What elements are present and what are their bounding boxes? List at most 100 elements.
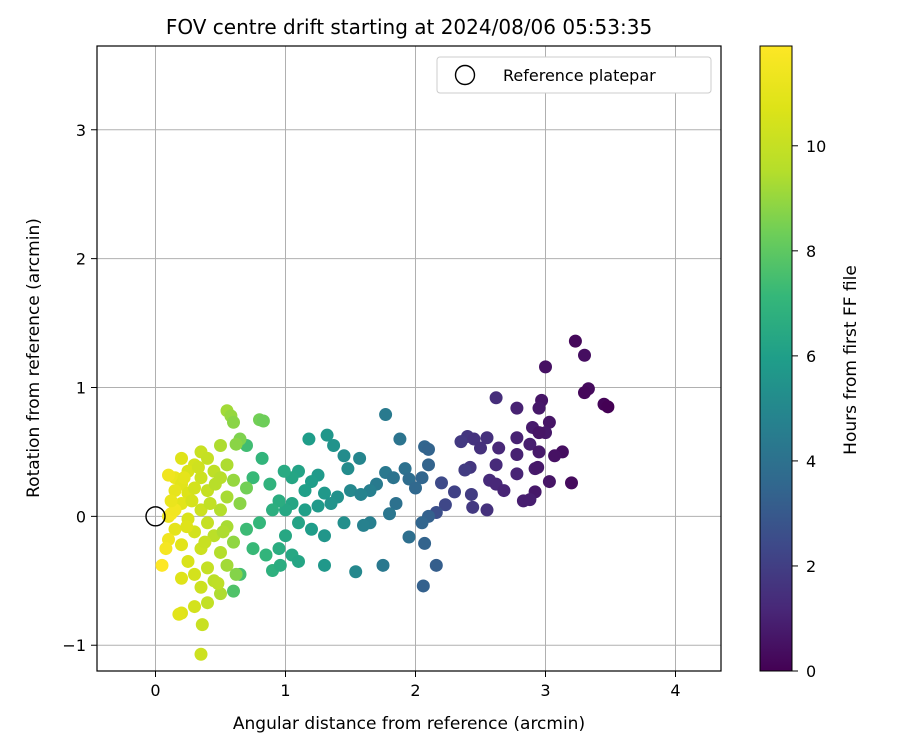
scatter-point xyxy=(305,475,318,489)
scatter-point xyxy=(240,522,253,536)
scatter-point xyxy=(263,477,277,491)
scatter-point xyxy=(214,545,227,559)
scatter-point xyxy=(429,558,443,572)
scatter-point xyxy=(214,587,227,601)
scatter-point xyxy=(188,481,201,495)
scatter-point xyxy=(510,448,524,462)
scatter-point xyxy=(246,471,260,485)
scatter-point xyxy=(180,520,194,534)
x-tick-label: 3 xyxy=(540,681,550,700)
colorbar-label: Hours from first FF file xyxy=(841,265,861,455)
reference-point xyxy=(145,506,166,527)
scatter-point xyxy=(279,503,292,517)
scatter-point xyxy=(227,415,240,429)
scatter-point xyxy=(220,458,234,472)
scatter-point xyxy=(492,441,506,455)
scatter-point xyxy=(259,548,273,562)
scatter-point xyxy=(216,525,230,539)
scatter-point xyxy=(277,464,291,478)
scatter-point xyxy=(422,458,435,472)
scatter-point xyxy=(398,462,412,476)
scatter-point xyxy=(273,558,287,572)
scatter-point xyxy=(229,437,243,451)
scatter-point xyxy=(353,451,367,465)
scatter-point xyxy=(393,432,407,446)
scatter-point xyxy=(448,485,461,499)
scatter-point xyxy=(466,500,480,514)
scatter-point xyxy=(489,391,503,405)
scatter-point xyxy=(324,496,338,510)
scatter-point xyxy=(159,542,173,556)
scatter-point xyxy=(279,529,292,543)
scatter-point xyxy=(532,401,546,415)
scatter-point xyxy=(305,522,318,536)
scatter-point xyxy=(188,567,201,581)
scatter-point xyxy=(416,579,430,593)
colorbar-tick-label: 2 xyxy=(806,557,816,576)
scatter-point xyxy=(542,415,556,429)
scatter-point xyxy=(402,472,416,486)
scatter-point xyxy=(198,535,212,549)
scatter-point xyxy=(175,451,188,465)
scatter-point xyxy=(379,408,393,422)
scatter-point xyxy=(510,431,524,445)
scatter-point xyxy=(214,438,227,452)
scatter-point xyxy=(327,438,341,452)
scatter-point xyxy=(489,458,503,472)
scatter-point xyxy=(344,484,357,498)
scatter-point xyxy=(523,437,537,451)
scatter-point xyxy=(185,494,199,508)
scatter-point xyxy=(227,473,240,487)
scatter-point xyxy=(246,542,260,556)
scatter-point xyxy=(201,451,214,465)
scatter-point xyxy=(298,484,312,498)
scatter-point xyxy=(542,475,556,489)
plot-frame xyxy=(96,45,722,672)
y-tick-label: 0 xyxy=(76,507,86,526)
y-tick-label: 1 xyxy=(76,378,86,397)
scatter-point xyxy=(415,516,429,530)
y-axis-label: Rotation from reference (arcmin) xyxy=(24,218,44,498)
scatter-point xyxy=(510,467,524,481)
scatter-point xyxy=(409,481,422,495)
scatter-point xyxy=(191,460,205,474)
scatter-point xyxy=(302,432,316,446)
scatter-point xyxy=(539,360,552,374)
colorbar: 0 2 4 6 8 10 Hours from first FF file xyxy=(759,45,861,681)
scatter-point xyxy=(318,558,331,572)
scatter-point xyxy=(532,445,546,459)
scatter-point xyxy=(435,476,448,490)
scatter-point xyxy=(349,565,363,579)
scatter-point xyxy=(523,493,537,507)
scatter-point xyxy=(548,449,562,463)
scatter-point xyxy=(578,348,591,362)
scatter-point xyxy=(341,462,355,476)
scatter-point xyxy=(578,386,591,400)
scatter-point xyxy=(298,503,312,517)
scatter-point xyxy=(320,428,334,442)
scatter-point xyxy=(531,460,545,474)
scatter-point xyxy=(497,484,511,498)
scatter-point xyxy=(272,542,286,556)
scatter-point xyxy=(464,487,478,501)
y-axis-ticks: −1 0 1 2 3 xyxy=(62,121,97,655)
scatter-point xyxy=(255,451,269,465)
scatter-point xyxy=(220,490,234,504)
scatter-point xyxy=(181,554,195,568)
scatter-point xyxy=(208,477,222,491)
colorbar-tick-label: 6 xyxy=(806,347,816,366)
scatter-point xyxy=(164,494,178,508)
scatter-point xyxy=(175,538,188,552)
scatter-point xyxy=(480,503,494,517)
scatter-point xyxy=(565,476,578,490)
scatter-point xyxy=(162,468,175,482)
scatter-point xyxy=(201,516,214,530)
scatter-point xyxy=(168,484,182,498)
scatter-point xyxy=(458,463,472,477)
scatter-point xyxy=(415,471,429,485)
legend-label: Reference platepar xyxy=(503,66,656,85)
scatter-point xyxy=(227,584,240,598)
scatter-point xyxy=(601,400,615,414)
scatter-point xyxy=(177,471,191,485)
